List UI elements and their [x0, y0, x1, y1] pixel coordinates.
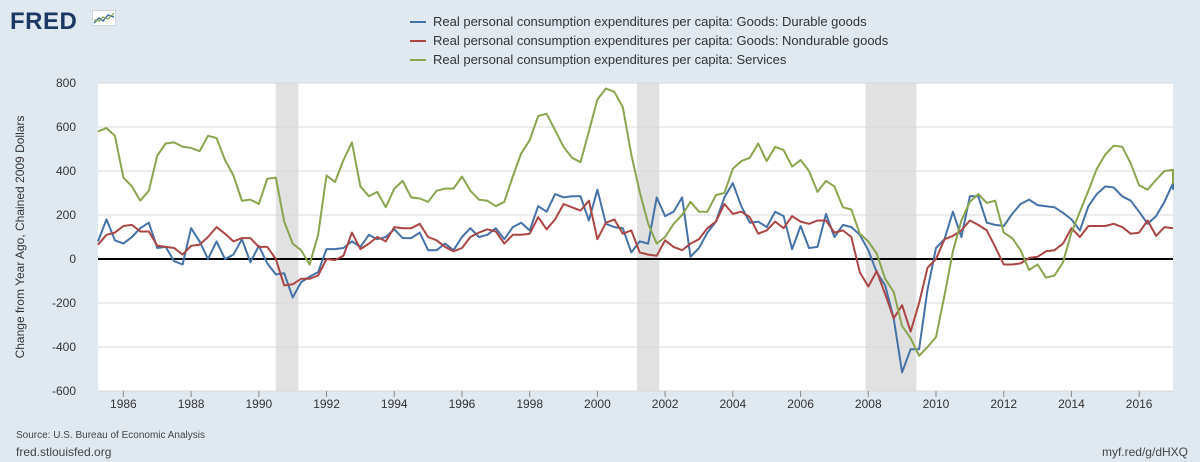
legend-item-durable[interactable]: Real personal consumption expenditures p…: [410, 12, 888, 31]
x-tick-label-2014: 2014: [1058, 397, 1085, 411]
y-axis-label: Change from Year Ago, Chained 2009 Dolla…: [13, 116, 27, 359]
x-tick-label-2010: 2010: [923, 397, 950, 411]
y-tick-label--200: -200: [52, 296, 76, 310]
x-tick-label-2002: 2002: [652, 397, 679, 411]
x-tick-label-2016: 2016: [1126, 397, 1153, 411]
legend-label-nondurable: Real personal consumption expenditures p…: [433, 33, 889, 48]
series-line-nondurable[interactable]: [97, 199, 1174, 333]
x-tick-label-2000: 2000: [584, 397, 611, 411]
y-tick-label--400: -400: [52, 340, 76, 354]
y-tick-label--600: -600: [52, 384, 76, 398]
recession-band-1: [637, 83, 660, 391]
y-tick-label-800: 800: [56, 76, 76, 90]
x-tick-label-2012: 2012: [990, 397, 1017, 411]
legend-swatch-nondurable: [410, 39, 426, 42]
x-tick-label-1994: 1994: [381, 397, 408, 411]
chart-legend: Real personal consumption expenditures p…: [410, 12, 888, 69]
site-link[interactable]: fred.stlouisfed.org: [16, 445, 112, 459]
y-tick-label-200: 200: [56, 208, 76, 222]
short-url-link[interactable]: myf.red/g/dHXQ: [1101, 445, 1188, 459]
recession-band-2: [865, 83, 917, 391]
x-tick-label-1986: 1986: [110, 397, 137, 411]
legend-label-services: Real personal consumption expenditures p…: [433, 52, 787, 67]
recession-bands: [275, 83, 917, 391]
fred-logo-chart-icon: [92, 10, 116, 26]
legend-swatch-services: [410, 58, 426, 61]
fred-logo[interactable]: FRED: [10, 8, 78, 35]
legend-label-durable: Real personal consumption expenditures p…: [433, 14, 867, 29]
x-tick-label-1990: 1990: [245, 397, 272, 411]
x-tick-label-1996: 1996: [449, 397, 476, 411]
x-tick-label-1988: 1988: [178, 397, 205, 411]
x-tick-label-2008: 2008: [855, 397, 882, 411]
source-note: Source: U.S. Bureau of Economic Analysis: [16, 430, 205, 441]
legend-item-nondurable[interactable]: Real personal consumption expenditures p…: [410, 31, 888, 50]
y-tick-label-0: 0: [69, 252, 76, 266]
series-line-services[interactable]: [97, 87, 1174, 357]
legend-item-services[interactable]: Real personal consumption expenditures p…: [410, 50, 888, 69]
x-tick-label-1998: 1998: [516, 397, 543, 411]
y-tick-labels: -600 -400 -200 0 200 400 600 800: [52, 76, 76, 398]
y-tick-label-600: 600: [56, 120, 76, 134]
y-tick-label-400: 400: [56, 164, 76, 178]
x-tick-label-2006: 2006: [787, 397, 814, 411]
legend-swatch-durable: [410, 20, 426, 23]
series-lines: [97, 87, 1174, 374]
x-tick-label-2004: 2004: [719, 397, 746, 411]
x-tick-label-1992: 1992: [313, 397, 340, 411]
x-tick-labels: 1986 1988 1990 1992 1994 1996 1998 2000 2002 2004…: [110, 391, 1153, 411]
recession-band-0: [275, 83, 299, 391]
